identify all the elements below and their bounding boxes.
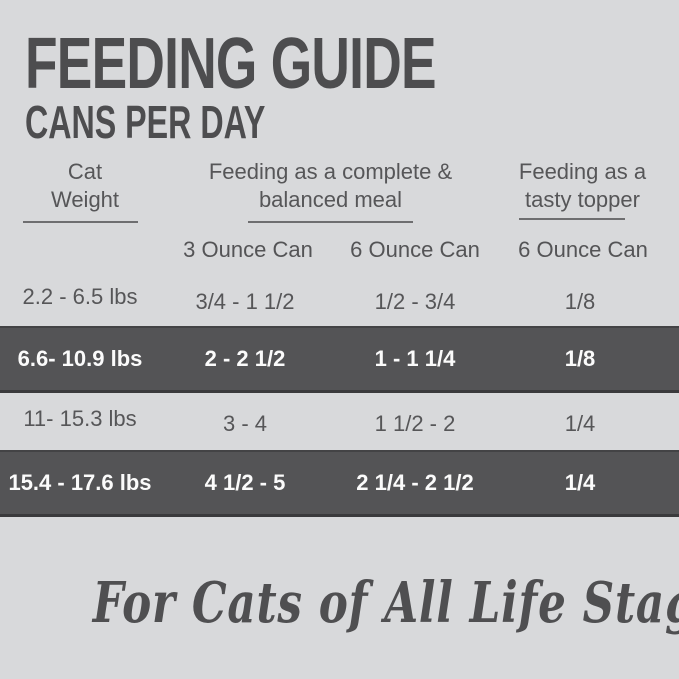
table-row-highlighted: 15.4 - 17.6 lbs 4 1/2 - 5 2 1/4 - 2 1/2 … bbox=[0, 450, 679, 517]
header-underline bbox=[519, 218, 625, 220]
column-header-line: tasty topper bbox=[525, 187, 640, 212]
column-header-cat-weight: Cat Weight bbox=[15, 158, 155, 214]
column-header-line: Feeding as a bbox=[518, 159, 647, 184]
meal-6oz-cell: 1/2 - 3/4 bbox=[374, 289, 456, 314]
meal-6oz-cell: 1 - 1 1/4 bbox=[374, 346, 456, 371]
page-subtitle: CANS PER DAY bbox=[25, 96, 266, 148]
meal-3oz-cell: 3 - 4 bbox=[222, 411, 268, 436]
subheader-6oz-can: 6 Ounce Can bbox=[350, 237, 480, 262]
column-header-line: Feeding as a complete & bbox=[208, 159, 453, 184]
table-row: 11- 15.3 lbs 3 - 4 1 1/2 - 2 1/4 bbox=[0, 388, 679, 450]
meal-3oz-cell: 2 - 2 1/2 bbox=[204, 346, 286, 371]
meal-3oz-cell: 3/4 - 1 1/2 bbox=[195, 289, 295, 314]
topper-6oz-cell: 1/4 bbox=[564, 470, 596, 495]
table-row-highlighted: 6.6- 10.9 lbs 2 - 2 1/2 1 - 1 1/4 1/8 bbox=[0, 326, 679, 393]
column-header-line: Cat bbox=[67, 159, 103, 184]
weight-cell: 15.4 - 17.6 lbs bbox=[8, 470, 152, 495]
footer-tagline: For Cats of All Life Stages bbox=[92, 570, 679, 636]
topper-6oz-cell: 1/8 bbox=[564, 289, 596, 314]
meal-6oz-cell: 1 1/2 - 2 bbox=[374, 411, 456, 436]
subheader-3oz-can: 3 Ounce Can bbox=[183, 237, 313, 262]
meal-6oz-cell: 2 1/4 - 2 1/2 bbox=[356, 470, 474, 495]
topper-6oz-cell: 1/4 bbox=[564, 411, 596, 436]
footer-tagline-wrap: For Cats of All Life Stages bbox=[0, 570, 679, 637]
header-underline bbox=[23, 221, 138, 223]
page-title: FEEDING GUIDE bbox=[25, 24, 436, 104]
column-header-line: Weight bbox=[50, 187, 120, 212]
weight-cell: 2.2 - 6.5 lbs bbox=[22, 284, 138, 309]
column-header-tasty-topper: Feeding as a tasty topper bbox=[500, 158, 665, 214]
column-header-complete-meal: Feeding as a complete & balanced meal bbox=[163, 158, 498, 214]
weight-cell: 11- 15.3 lbs bbox=[23, 406, 137, 431]
subheader-6oz-can-topper: 6 Ounce Can bbox=[518, 237, 648, 262]
topper-6oz-cell: 1/8 bbox=[564, 346, 596, 371]
header-underline bbox=[248, 221, 413, 223]
table-row: 2.2 - 6.5 lbs 3/4 - 1 1/2 1/2 - 3/4 1/8 bbox=[0, 268, 679, 326]
meal-3oz-cell: 4 1/2 - 5 bbox=[204, 470, 286, 495]
weight-cell: 6.6- 10.9 lbs bbox=[17, 346, 143, 371]
column-header-line: balanced meal bbox=[258, 187, 403, 212]
